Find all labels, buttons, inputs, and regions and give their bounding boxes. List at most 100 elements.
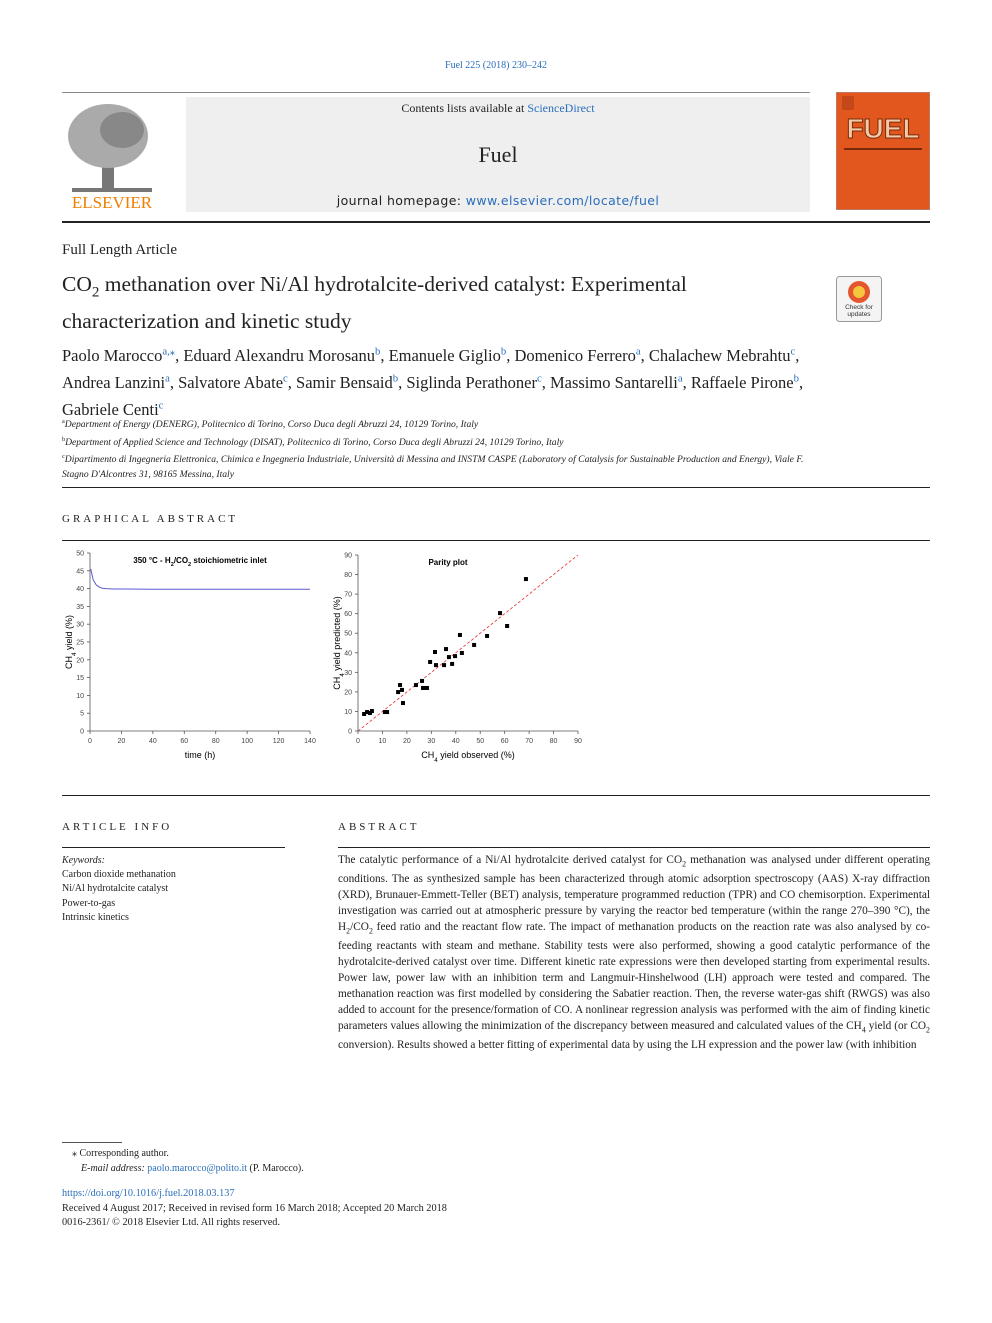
author-affiliation: c	[536, 372, 542, 384]
header-bottom-rule	[62, 221, 930, 223]
data-point	[420, 678, 425, 683]
text-run: CH	[64, 656, 74, 669]
homepage-link[interactable]: www.elsevier.com/locate/fuel	[465, 193, 660, 208]
data-point	[385, 710, 390, 715]
y-tick-label: 40	[76, 586, 84, 593]
homepage-prefix: journal homepage:	[336, 193, 466, 208]
author-affiliation: b	[793, 372, 799, 384]
x-tick-label: 60	[180, 738, 188, 745]
author-affiliation: b	[392, 372, 399, 384]
author-name: Siglinda Perathoner	[406, 372, 537, 392]
author-affiliation: a	[677, 372, 683, 384]
article-type: Full Length Article	[62, 242, 177, 258]
corresponding-text: Corresponding author.	[79, 1148, 169, 1159]
author-affiliation: a	[635, 345, 641, 357]
article-title: CO2 methanation over Ni/Al hydrotalcite-…	[62, 270, 812, 336]
data-point	[433, 663, 438, 668]
cover-detail	[842, 96, 854, 110]
affiliation-text: Dipartimento di Ingegneria Elettronica, …	[62, 454, 804, 481]
author-separator: ,	[287, 372, 292, 392]
author: Eduard Alexandru Morosanub,	[183, 345, 384, 365]
data-point	[398, 683, 403, 688]
cover-background	[836, 92, 930, 210]
y-axis-label: CH4 yield predicted (%)	[332, 596, 346, 690]
email-suffix: (P. Marocco).	[247, 1163, 304, 1174]
author: Siglinda Perathonerc,	[406, 372, 546, 392]
text-run: feed ratio and the reactant flow rate. T…	[338, 920, 930, 1032]
cover-detail	[844, 148, 922, 150]
check-updates-badge[interactable]: Check for updates	[836, 276, 882, 322]
subscript: 2	[368, 926, 373, 936]
badge-text: Check for updates	[845, 304, 873, 318]
x-tick-label: 140	[304, 738, 316, 745]
abstract-rule	[338, 847, 930, 848]
data-point	[424, 685, 429, 690]
data-point	[450, 661, 455, 666]
text-run: /CO	[350, 920, 369, 933]
author: Samir Bensaidb,	[296, 372, 402, 392]
keyword: Intrinsic kinetics	[62, 911, 129, 923]
chart-title: 350 °C - H2/CO2 stoichiometric inlet	[133, 556, 267, 568]
y-tick-label: 0	[80, 729, 84, 736]
section-rule	[62, 540, 930, 541]
corresponding-note: ⁎ Corresponding author.	[62, 1146, 304, 1161]
journal-cover: FUEL	[836, 92, 930, 210]
author-separator: ,	[175, 345, 180, 365]
article-info-rule	[62, 847, 285, 848]
sciencedirect-link[interactable]: ScienceDirect	[527, 101, 595, 115]
author-affiliation: a	[165, 372, 170, 384]
x-tick-label: 70	[525, 738, 533, 745]
subscript: 2	[91, 284, 100, 301]
y-tick-label: 70	[344, 592, 352, 599]
y-tick-label: 25	[76, 640, 84, 647]
subscript: 2	[926, 1024, 930, 1034]
email-link[interactable]: paolo.marocco@polito.it	[147, 1163, 248, 1174]
section-rule	[62, 487, 930, 488]
data-point	[472, 642, 477, 647]
affiliation-key: c	[62, 453, 65, 461]
text-run: yield (or CO	[865, 1019, 927, 1032]
data-point	[485, 633, 490, 638]
data-point	[400, 687, 404, 692]
text-run: yield predicted (%)	[332, 596, 342, 673]
subscript: 2	[171, 562, 174, 568]
abstract-text: The catalytic performance of a Ni/Al hyd…	[338, 853, 930, 1054]
author-name: Raffaele Pirone	[690, 372, 794, 392]
author-affiliation: c	[158, 399, 164, 411]
x-axis-label: CH4 yield observed (%)	[421, 750, 515, 764]
x-tick-label: 30	[427, 738, 435, 745]
author-separator: ,	[506, 345, 511, 365]
y-tick-label: 90	[344, 553, 352, 560]
author: Gabriele Centic	[62, 399, 164, 419]
article-info-heading: ARTICLE INFO	[62, 821, 173, 833]
text-run: /CO	[174, 556, 188, 565]
text-run: methanation over Ni/Al hydrotalcite-deri…	[62, 272, 687, 334]
y-axis-label: CH4 yield (%)	[64, 615, 78, 669]
y-tick-label: 0	[348, 729, 352, 736]
data-point	[498, 611, 503, 616]
y-tick-label: 50	[344, 631, 352, 638]
keyword: Carbon dioxide methanation	[62, 869, 176, 881]
header-rule	[62, 92, 810, 93]
keyword: Power-to-gas	[62, 897, 116, 909]
author-affiliation: b	[374, 345, 381, 357]
header-box: Contents lists available at ScienceDirec…	[186, 97, 810, 212]
footnotes: ⁎ Corresponding author. E-mail address: …	[62, 1146, 304, 1176]
section-rule	[62, 795, 930, 796]
keywords-label: Keywords:	[62, 855, 105, 866]
journal-name: Fuel	[478, 142, 518, 167]
subscript: 4	[434, 757, 438, 764]
doi-link[interactable]: https://doi.org/10.1016/j.fuel.2018.03.1…	[62, 1188, 235, 1199]
author-name: Domenico Ferrero	[514, 345, 636, 365]
footnote-mark: ⁎	[72, 1148, 77, 1159]
y-tick-label: 5	[80, 711, 84, 718]
x-tick-label: 20	[118, 738, 126, 745]
author-separator: ,	[682, 372, 687, 392]
author-name: Salvatore Abate	[178, 372, 284, 392]
text-run: methanation was analysed under different…	[338, 854, 930, 933]
author-affiliation: c	[283, 372, 288, 384]
citation[interactable]: Fuel 225 (2018) 230–242	[445, 60, 547, 71]
homepage-line: journal homepage: www.elsevier.com/locat…	[186, 193, 810, 208]
data-point	[382, 710, 387, 715]
